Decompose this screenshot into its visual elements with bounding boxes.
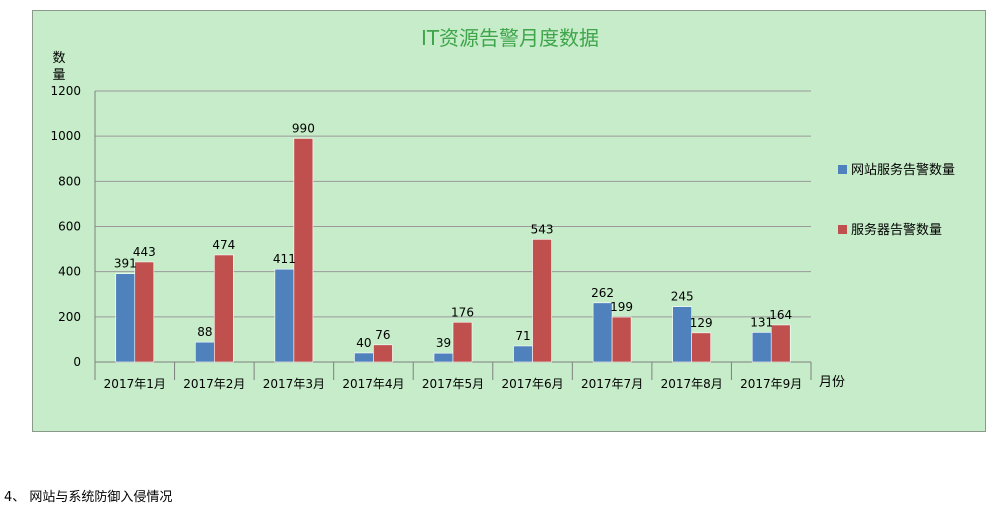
y-tick-label: 1200 <box>50 84 81 98</box>
data-label: 443 <box>133 245 156 259</box>
data-label: 164 <box>769 308 792 322</box>
legend-swatch <box>838 225 847 234</box>
data-label: 129 <box>690 316 713 330</box>
y-axis-label-line-2: 量 <box>52 68 65 83</box>
y-tick-label: 0 <box>73 355 81 369</box>
bar-website-alerts <box>354 352 374 363</box>
y-tick-label: 600 <box>58 220 81 234</box>
bar-server-alerts <box>293 138 314 363</box>
section-heading: 4、 网站与系统防御入侵情况 <box>4 490 173 505</box>
x-tick-label: 2017年6月 <box>501 377 563 391</box>
chart-area: IT资源告警月度数据 数 量 月份 0 200 400 600 800 1000 1200 2… <box>32 10 986 432</box>
bar-server-alerts <box>134 261 155 363</box>
bar-server-alerts <box>214 254 234 363</box>
bar-website-alerts <box>274 268 295 363</box>
bar-server-alerts <box>532 239 552 363</box>
x-axis-label: 月份 <box>819 375 845 390</box>
x-tick-label: 2017年4月 <box>342 377 404 391</box>
bar-website-alerts <box>115 273 136 363</box>
y-tick-label: 800 <box>58 174 81 188</box>
data-label: 391 <box>114 257 137 271</box>
x-tick-label: 2017年8月 <box>661 377 723 391</box>
data-label: 474 <box>212 238 235 252</box>
data-label: 543 <box>531 222 554 236</box>
bar-website-alerts <box>195 341 215 363</box>
bar-server-alerts <box>770 324 791 363</box>
data-label: 40 <box>356 336 371 350</box>
bar-chart: IT资源告警月度数据 数 量 月份 0 200 400 600 800 1000 1200 2… <box>50 26 955 391</box>
bar-website-alerts <box>751 332 772 363</box>
x-tick-label: 2017年7月 <box>581 377 643 391</box>
bar-server-alerts <box>691 332 711 363</box>
bar-server-alerts <box>373 344 393 363</box>
x-tick-label: 2017年1月 <box>104 377 166 391</box>
y-axis-label-line-1: 数 <box>52 51 65 66</box>
bar-website-alerts <box>513 345 533 363</box>
data-label: 71 <box>515 329 530 343</box>
data-label: 245 <box>671 290 694 304</box>
bar-server-alerts <box>452 321 473 363</box>
bar-website-alerts <box>433 352 454 363</box>
data-label: 88 <box>197 325 212 339</box>
data-label: 131 <box>750 315 773 329</box>
data-label: 39 <box>436 336 451 350</box>
y-tick-label: 200 <box>58 310 81 324</box>
data-label: 76 <box>375 328 390 342</box>
data-label: 262 <box>591 286 614 300</box>
legend-entry: 服务器告警数量 <box>851 222 942 238</box>
x-tick-label: 2017年2月 <box>183 377 245 391</box>
legend-swatch <box>838 165 847 174</box>
x-tick-label: 2017年3月 <box>263 377 325 391</box>
y-tick-label: 400 <box>58 265 81 279</box>
x-tick-label: 2017年9月 <box>740 377 802 391</box>
data-label: 176 <box>451 305 474 319</box>
data-label: 199 <box>610 300 633 314</box>
x-tick-label: 2017年5月 <box>422 377 484 391</box>
legend-entry: 网站服务告警数量 <box>851 162 955 178</box>
data-label: 411 <box>273 252 296 266</box>
y-tick-label: 1000 <box>50 129 81 143</box>
data-label: 990 <box>292 121 315 135</box>
bar-server-alerts <box>611 316 632 363</box>
chart-title: IT资源告警月度数据 <box>421 26 599 50</box>
